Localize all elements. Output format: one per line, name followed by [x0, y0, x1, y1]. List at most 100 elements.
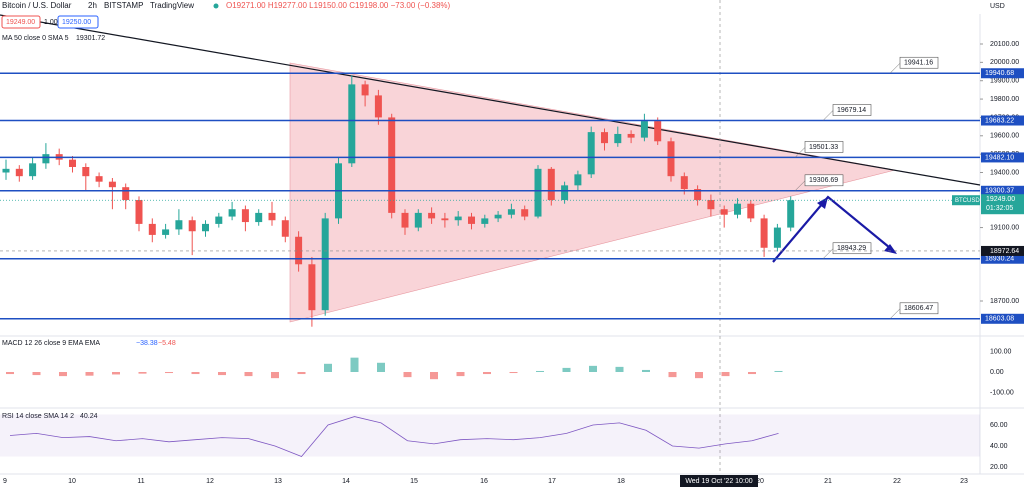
- macd-tick: 100.00: [990, 348, 1012, 355]
- candle-body: [401, 212, 409, 228]
- note-leader: [889, 308, 901, 319]
- currency: USD: [990, 3, 1005, 10]
- spread: 1.00: [44, 19, 58, 26]
- sell-price: 19249.00: [6, 19, 35, 26]
- price-value: 19249.00: [986, 196, 1015, 203]
- day-label: 20: [756, 478, 764, 485]
- note-text: 19501.33: [809, 144, 838, 151]
- price-label: 19900.00: [990, 78, 1019, 85]
- macd-bar: [668, 372, 677, 378]
- candle-body: [787, 200, 795, 228]
- day-label: 22: [893, 478, 901, 485]
- candle-body: [773, 227, 781, 248]
- level-badge: [981, 68, 1024, 79]
- candle-body: [15, 168, 23, 177]
- macd-bar: [297, 372, 306, 375]
- macd-bar: [589, 365, 597, 372]
- level-label: 18930.24: [985, 256, 1014, 263]
- rsi-tick: 40.00: [990, 443, 1008, 450]
- candle-body: [521, 209, 529, 217]
- level-badge: [981, 115, 1024, 126]
- level-label: 18603.08: [985, 316, 1014, 323]
- platform: TradingView: [150, 1, 194, 10]
- candle-body: [295, 236, 303, 265]
- rsi-tick: 60.00: [990, 422, 1008, 429]
- note-box: [832, 104, 872, 116]
- candle-body: [441, 218, 449, 221]
- candle-body: [707, 200, 715, 210]
- candle-body: [414, 212, 422, 228]
- day-label: 17: [548, 478, 556, 485]
- price-label: 19100.00: [990, 224, 1019, 231]
- rsi-line: [9, 416, 779, 457]
- candle-body: [747, 203, 755, 219]
- note-text: 18943.29: [837, 245, 866, 252]
- candle-body: [348, 84, 356, 164]
- note-box: [899, 302, 939, 315]
- rsi-value: 40.24: [80, 413, 98, 420]
- day-label: 16: [480, 478, 488, 485]
- triangle-pattern: [289, 62, 896, 323]
- candle-body: [468, 216, 475, 224]
- sell-button[interactable]: [1, 15, 41, 29]
- cursor-price: 18972.64: [990, 248, 1019, 255]
- buy-button[interactable]: [57, 15, 99, 29]
- candle-body: [95, 176, 103, 182]
- candle-body: [680, 176, 688, 190]
- macd-bar: [403, 372, 412, 378]
- level-badge: [981, 185, 1024, 196]
- symbol: Bitcoin / U.S. Dollar: [2, 1, 72, 10]
- interval: 2h: [88, 1, 97, 10]
- price-label: 19800.00: [990, 96, 1019, 103]
- note-text: 19941.16: [904, 60, 933, 67]
- candle-body: [694, 189, 702, 201]
- candle-body: [42, 154, 50, 164]
- level-label: 19940.68: [985, 70, 1014, 77]
- macd-bar: [562, 367, 571, 372]
- candle-body: [561, 185, 569, 201]
- macd-bar: [509, 372, 518, 374]
- candle-body: [188, 220, 196, 232]
- note-leader: [889, 63, 901, 74]
- note-leader: [822, 248, 834, 259]
- note-box: [832, 242, 872, 255]
- ma-legend: MA 50 close 0 SMA 5: [2, 35, 69, 42]
- candle-body: [734, 203, 741, 215]
- ticker: BTCUSD: [955, 198, 980, 204]
- day-label: 14: [342, 478, 350, 485]
- note-leader: [794, 180, 806, 191]
- candle-body: [29, 163, 37, 177]
- candle-body: [720, 209, 728, 215]
- macd-bar: [483, 372, 491, 375]
- macd-bar: [536, 370, 544, 372]
- macd-bar: [377, 362, 385, 372]
- candle-body: [148, 223, 156, 235]
- day-label: 18: [617, 478, 625, 485]
- candle-body: [135, 200, 143, 224]
- day-label: 23: [960, 478, 968, 485]
- level-badge: [981, 313, 1024, 324]
- candle-body: [428, 212, 436, 219]
- candle-body: [494, 214, 502, 219]
- candle-body: [361, 84, 369, 96]
- macd-tick: 0.00: [990, 369, 1004, 376]
- macd-bar: [350, 357, 359, 372]
- candle-body: [268, 212, 276, 221]
- macd-bar: [615, 366, 624, 372]
- candle-body: [601, 132, 608, 144]
- trendline: [0, 14, 981, 186]
- cursor-time: Wed 19 Oct '22 10:00: [685, 478, 752, 485]
- level-badge: [981, 152, 1024, 163]
- candle-body: [760, 218, 768, 248]
- macd-bar: [774, 370, 783, 372]
- day-label: 13: [274, 478, 282, 485]
- note-box: [899, 56, 939, 69]
- note-text: 19679.14: [837, 107, 866, 114]
- note-text: 19306.69: [809, 177, 838, 184]
- day-label: 9: [3, 478, 7, 485]
- macd-bar: [165, 372, 173, 374]
- macd-bar: [138, 372, 147, 374]
- buy-price: 19250.00: [62, 19, 91, 26]
- macd-tick: -100.00: [990, 389, 1014, 396]
